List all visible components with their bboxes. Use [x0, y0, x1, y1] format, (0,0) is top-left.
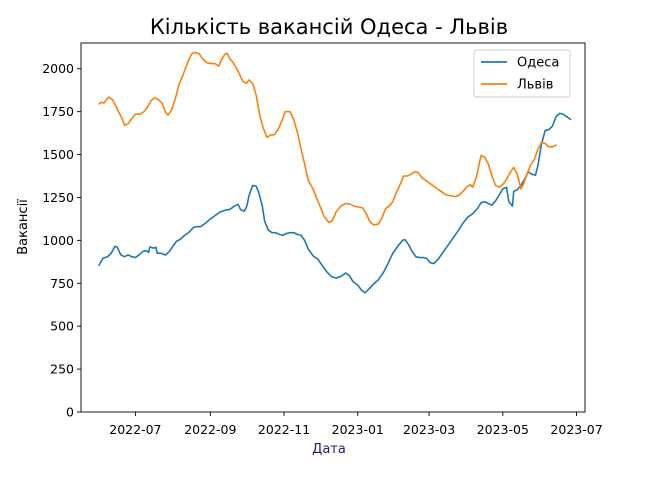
y-tick-label-7: 1750 [42, 104, 74, 119]
y-tick-label-6: 1500 [42, 147, 74, 162]
y-tick-label-3: 750 [50, 276, 74, 291]
axes-frame [80, 42, 586, 413]
legend-label-0: Одеса [517, 56, 559, 71]
y-tick-label-1: 250 [50, 362, 74, 377]
series-layer [98, 51, 572, 294]
x-tick-label-4: 2023-03 [403, 422, 455, 437]
y-tick-label-4: 1000 [42, 233, 74, 248]
legend: Одеса Львів [473, 49, 571, 98]
y-tick-label-2: 500 [50, 319, 74, 334]
axes-layer [80, 42, 586, 413]
legend-label-1: Львів [517, 78, 553, 93]
series-line-0 [98, 112, 572, 294]
chart-title: Кількість вакансій Одеса - Львів [150, 15, 508, 39]
y-tick-label-8: 2000 [42, 61, 74, 76]
x-tick-label-6: 2023-07 [550, 422, 602, 437]
y-tick-label-5: 1250 [42, 190, 74, 205]
x-axis-label: Дата [312, 442, 346, 457]
x-tick-label-5: 2023-05 [477, 422, 529, 437]
ticks-layer: 0 250 500 750 1000 1250 1500 1750 2000 2022-07 202… [42, 61, 602, 437]
series-line-1 [98, 51, 557, 226]
x-tick-label-0: 2022-07 [109, 422, 161, 437]
plot-area [81, 43, 585, 412]
x-tick-label-3: 2023-01 [332, 422, 384, 437]
x-tick-label-2: 2022-11 [258, 422, 310, 437]
y-axis-label: Вакансії [16, 199, 31, 255]
x-tick-label-1: 2022-09 [184, 422, 236, 437]
y-tick-label-0: 0 [66, 405, 74, 420]
